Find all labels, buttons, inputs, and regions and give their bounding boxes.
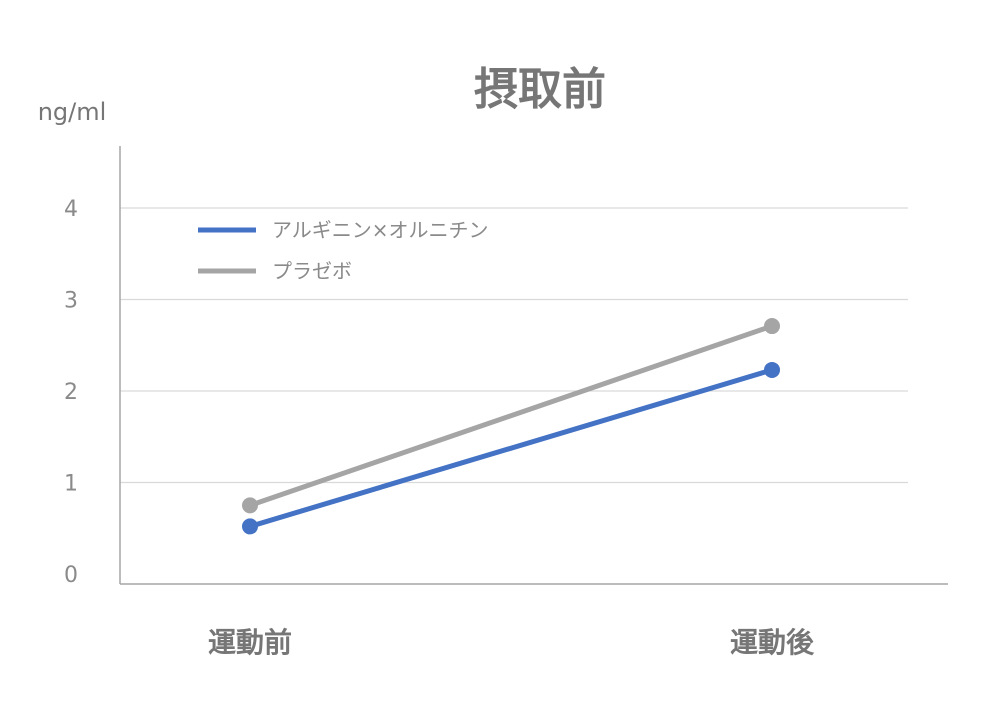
x-tick-label-2: 運動後 [730,626,815,659]
series-2-point-1 [242,497,258,514]
series-line-1 [247,367,775,529]
y-axis-ticks: 0 1 2 3 4 [64,197,78,588]
y-tick-label-0: 0 [64,563,78,588]
y-tick-label-2: 2 [64,380,78,405]
series-1-point-1 [242,518,258,535]
legend-label-2: プラゼボ [272,259,352,283]
y-tick-label-3: 3 [64,289,78,314]
series-group [242,318,780,535]
gridlines [120,207,908,484]
series-line-2 [247,323,775,508]
y-axis-unit-label: ng/ml [38,98,107,126]
y-tick-label-4: 4 [64,197,78,222]
y-tick-label-1: 1 [64,472,78,497]
series-2-point-2 [764,318,780,335]
x-tick-label-1: 運動前 [208,626,292,659]
x-axis-ticks: 運動前 運動後 [208,626,815,659]
legend-label-1: アルギニン×オルニチン [272,218,489,242]
series-1-point-2 [764,361,780,378]
chart-title: 摂取前 [474,64,606,115]
